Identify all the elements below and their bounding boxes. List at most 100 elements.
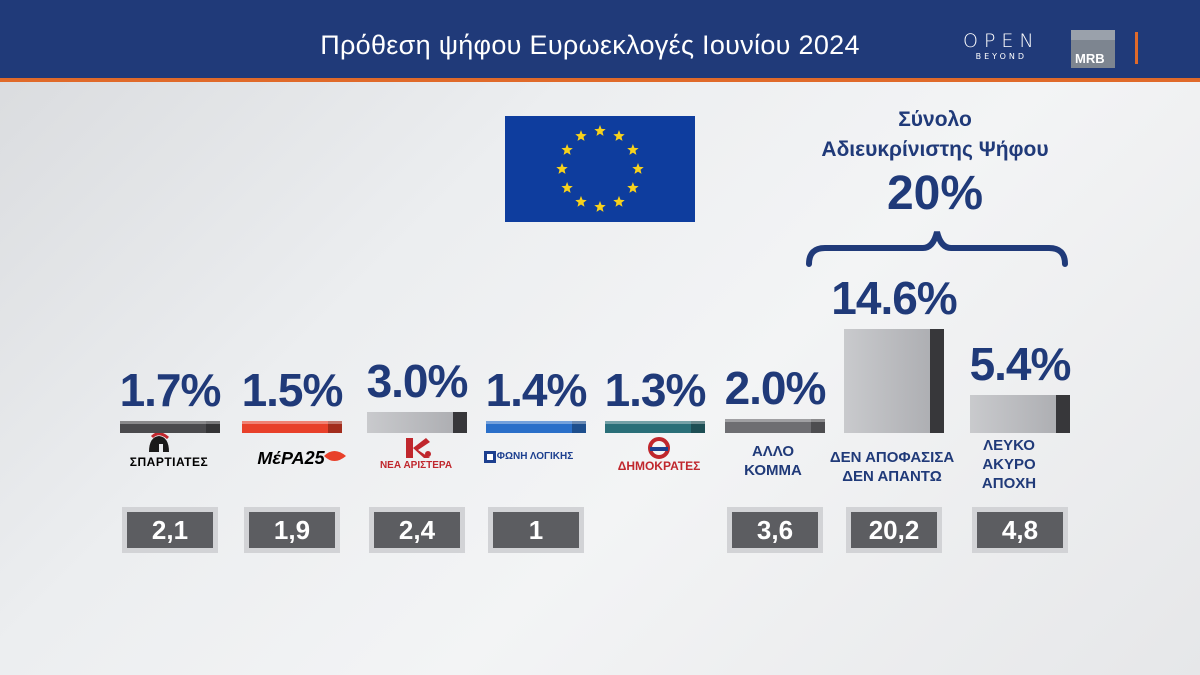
- bar-body: [242, 421, 328, 433]
- bar-top: [605, 421, 705, 424]
- bar-body: [844, 329, 930, 433]
- page-title: Πρόθεση ψήφου Ευρωεκλογές Ιουνίου 2024: [320, 30, 860, 60]
- mrb-logo-strip: [1071, 30, 1115, 40]
- logo-spartiates-text: ΣΠΑΡΤΙΑΤΕΣ: [129, 455, 209, 469]
- eu-star: [627, 182, 639, 193]
- bar: [605, 421, 705, 433]
- bar: [844, 329, 944, 433]
- logo-foni-logikis: ΦΩΝΗ ΛΟΓΙΚΗΣ: [470, 451, 600, 463]
- bar-top: [725, 418, 825, 422]
- label-lefko-line2: ΑΚΥΡΟ: [982, 456, 1036, 473]
- header-accent-mark: [1135, 32, 1138, 64]
- eu-star: [632, 163, 644, 174]
- open-logo-text: OPEN: [963, 30, 1040, 52]
- logo-mera25-text: ΜέΡΑ25: [257, 448, 325, 468]
- bar-side: [572, 421, 586, 433]
- bar-value-label: 14.6%: [831, 272, 957, 325]
- bar-body: [970, 394, 1056, 433]
- eu-star: [627, 144, 639, 155]
- bar-value-label: 5.4%: [969, 337, 1072, 390]
- logo-mera25: ΜέΡΑ25: [226, 448, 356, 469]
- bar-side: [811, 418, 825, 433]
- open-logo-subtext: BEYOND: [975, 52, 1028, 61]
- eu-star: [594, 125, 606, 136]
- logo-spartiates: ΣΠΑΡΤΙΑΤΕΣ: [104, 433, 234, 469]
- logo-foni-logikis-text: ΦΩΝΗ ΛΟΓΙΚΗΣ: [496, 451, 574, 462]
- grid-icon: [484, 451, 496, 463]
- bar-side: [453, 411, 467, 433]
- bar-value-label: 2.0%: [724, 361, 827, 414]
- logo-dimokrates: ΔΗΜΟΚΡΑΤΕΣ: [594, 437, 724, 473]
- bar-body: [486, 421, 572, 433]
- total-undecided-title: Σύνολο Αδιευκρίνιστης Ψήφου: [780, 105, 1090, 165]
- previous-value-box: 20,2: [846, 507, 942, 553]
- previous-value-label: 4,8: [977, 512, 1063, 548]
- label-allo-line2: ΚΟΜΜΑ: [744, 462, 802, 479]
- label-den-apofasisa: ΔΕΝ ΑΠΟΦΑΣΙΣΑ ΔΕΝ ΑΠΑΝΤΩ: [827, 448, 957, 486]
- logo-nea-aristera: ΝΕΑ ΑΡΙΣΤΕΡΑ: [351, 438, 481, 471]
- bar-top: [120, 420, 220, 424]
- previous-value-label: 2,1: [127, 512, 213, 548]
- label-lefko-line1: ΛΕΥΚΟ: [983, 437, 1035, 454]
- previous-value-label: 20,2: [851, 512, 937, 548]
- bar-body: [120, 420, 206, 433]
- label-allo-line1: ΑΛΛΟ: [751, 443, 795, 460]
- bar-top: [486, 421, 586, 424]
- bar: [367, 411, 467, 433]
- previous-value-box: 1,9: [244, 507, 340, 553]
- bar-value-label: 1.7%: [119, 363, 222, 416]
- bar-side: [691, 421, 705, 433]
- previous-value-box: 1: [488, 507, 584, 553]
- bar-top: [242, 421, 342, 424]
- previous-value-box: 4,8: [972, 507, 1068, 553]
- eu-star: [575, 195, 587, 207]
- bar: [486, 421, 586, 433]
- bar: [242, 421, 342, 433]
- logo-dimokrates-text: ΔΗΜΟΚΡΑΤΕΣ: [617, 459, 701, 473]
- label-lefko-akyro: ΛΕΥΚΟ ΑΚΥΡΟ ΑΠΟΧΗ: [944, 436, 1074, 493]
- label-allo-komma: ΑΛΛΟ ΚΟΜΜΑ: [708, 442, 838, 480]
- previous-value-box: 2,4: [369, 507, 465, 553]
- logo-nea-aristera-text: ΝΕΑ ΑΡΙΣΤΕΡΑ: [379, 460, 453, 471]
- eu-flag: [505, 116, 695, 222]
- eu-star: [613, 130, 625, 141]
- label-lefko-line3: ΑΠΟΧΗ: [981, 475, 1037, 492]
- bar-body: [367, 411, 453, 433]
- label-den-line2: ΔΕΝ ΑΠΑΝΤΩ: [842, 468, 942, 485]
- bar-side: [1056, 394, 1070, 433]
- circle-logo-icon: [648, 437, 670, 459]
- eu-star: [594, 201, 606, 212]
- arrow-icon: [324, 451, 346, 461]
- bar-body: [605, 421, 691, 433]
- previous-value-box: 2,1: [122, 507, 218, 553]
- bar-value-label: 1.3%: [604, 364, 707, 416]
- eu-star: [561, 182, 573, 193]
- curly-brace: [806, 231, 1068, 267]
- bar: [970, 394, 1070, 433]
- bar: [725, 418, 825, 433]
- bar-side: [930, 329, 944, 433]
- total-title-line2: Αδιευκρίνιστης Ψήφου: [821, 138, 1049, 161]
- header-bar: Πρόθεση ψήφου Ευρωεκλογές Ιουνίου 2024 O…: [0, 0, 1200, 78]
- eu-stars: [556, 125, 644, 212]
- eu-star: [613, 195, 625, 207]
- eu-star: [561, 144, 573, 155]
- bar-body: [725, 418, 811, 433]
- bar-value-label: 3.0%: [366, 354, 469, 407]
- bar-side: [206, 420, 220, 433]
- label-den-line1: ΔΕΝ ΑΠΟΦΑΣΙΣΑ: [829, 449, 955, 466]
- previous-value-label: 3,6: [732, 512, 818, 548]
- mrb-logo-text: MRB: [1075, 51, 1105, 66]
- previous-value-box: 3,6: [727, 507, 823, 553]
- spartan-helmet-icon: [149, 433, 169, 452]
- mrb-logo: MRB: [1071, 30, 1115, 68]
- bar-value-label: 1.5%: [241, 364, 344, 416]
- previous-value-label: 1,9: [249, 512, 335, 548]
- bar: [120, 420, 220, 433]
- previous-value-label: 1: [493, 512, 579, 548]
- bar-value-label: 1.4%: [485, 364, 588, 416]
- header-accent-line: [0, 78, 1200, 82]
- total-title-line1: Σύνολο: [898, 108, 972, 131]
- bar-side: [328, 421, 342, 433]
- previous-value-label: 2,4: [374, 512, 460, 548]
